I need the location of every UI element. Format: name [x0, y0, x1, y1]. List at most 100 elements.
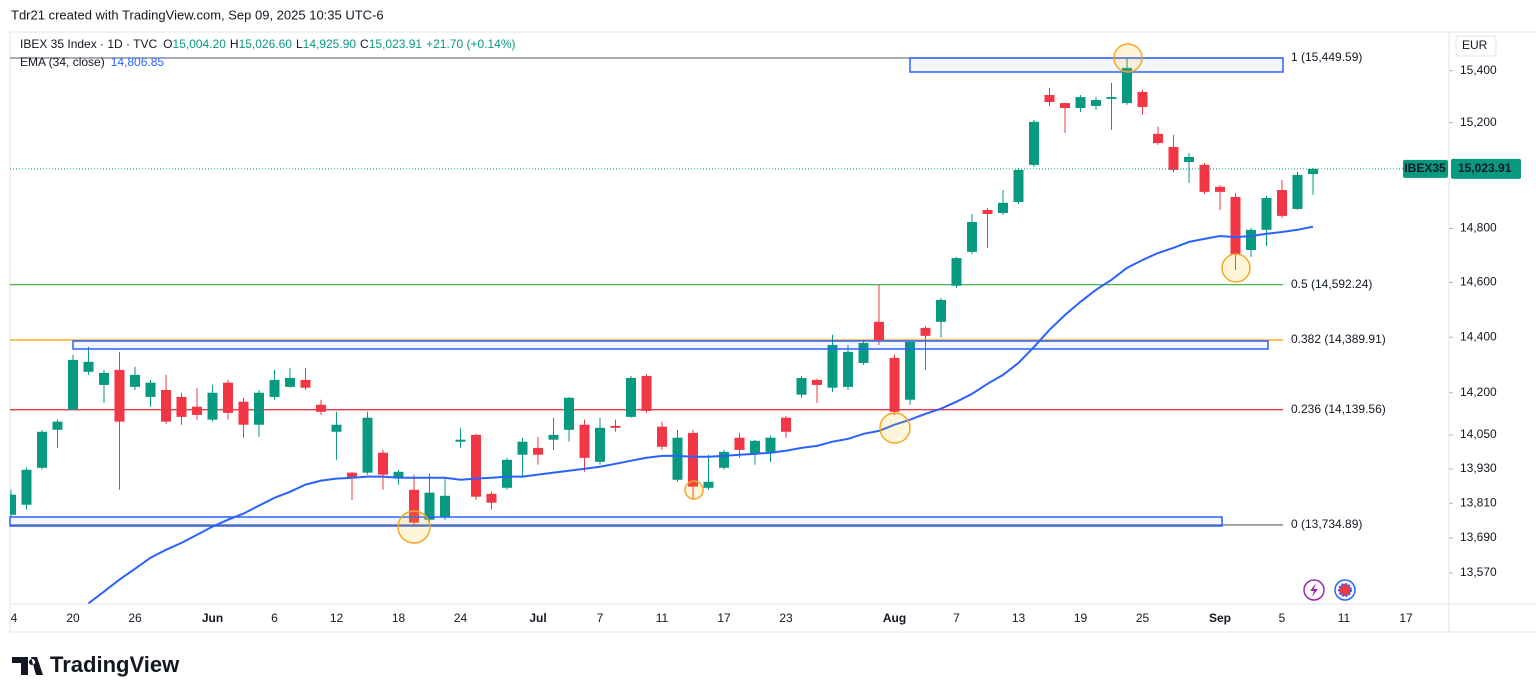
x-tick-label: 18 — [392, 611, 406, 625]
currency: EUR — [1462, 38, 1488, 52]
candle-body — [812, 379, 822, 385]
candle-body — [68, 359, 78, 410]
y-tick-label: 13,810 — [1460, 495, 1497, 509]
candle-body — [626, 377, 636, 417]
legend: IBEX 35 Index · 1D · TVC O15,004.20 H15,02… — [20, 37, 516, 69]
candle-body — [192, 406, 202, 415]
footer-logo: TradingView — [12, 652, 180, 677]
candle-body — [595, 427, 605, 462]
candle-body — [982, 210, 993, 215]
candle-body — [533, 447, 543, 455]
candle-body — [874, 321, 884, 340]
legend-value: 15,023.91 — [369, 37, 423, 51]
candle-body — [858, 343, 869, 363]
candle-body — [83, 361, 94, 372]
candle-body — [316, 404, 326, 412]
candle-body — [393, 471, 404, 478]
event-glyph — [1338, 583, 1352, 597]
x-tick-label: Sep — [1209, 611, 1231, 625]
candle-body — [610, 425, 621, 428]
candle-body — [1013, 169, 1024, 203]
candle-body — [471, 434, 481, 497]
candle-body — [1199, 164, 1210, 192]
candle-body — [1184, 156, 1194, 162]
candle-body — [1261, 198, 1272, 230]
zone-box — [909, 57, 1284, 73]
candle-body — [920, 327, 931, 336]
legend-key: O — [163, 37, 172, 51]
candle-body — [564, 397, 574, 430]
candle-body — [719, 451, 729, 468]
x-tick-label: 20 — [66, 611, 80, 625]
candle-body — [331, 424, 342, 432]
currency-box[interactable] — [1455, 35, 1497, 57]
candle-body — [238, 401, 249, 425]
candle-body — [951, 258, 962, 286]
x-tick-label: Jun — [202, 611, 223, 625]
y-tick-label: 13,690 — [1460, 530, 1497, 544]
legend-line: IBEX 35 Index · 1D · TVC O15,004.20 H15,02… — [20, 37, 516, 51]
y-tick-label: 14,400 — [1460, 329, 1497, 343]
candle-body — [750, 440, 760, 454]
x-tick-label: 5 — [1279, 611, 1286, 625]
candle-body — [300, 379, 311, 388]
candle-body — [347, 472, 357, 478]
x-tick-label: 13 — [1012, 611, 1026, 625]
legend-value: 15,004.20 — [173, 37, 227, 51]
candle-body — [502, 459, 512, 488]
candle-body — [1106, 97, 1117, 99]
x-tick-label: Aug — [883, 611, 906, 625]
candle-body — [765, 437, 776, 452]
fib-label: 0.382 (14,389.91) — [1291, 332, 1386, 346]
candle-body — [657, 426, 667, 447]
candle-body — [734, 437, 745, 450]
x-tick-label: 11 — [1338, 611, 1351, 625]
candle-body — [130, 374, 140, 387]
symbol-tag-text: IBEX35 — [1404, 161, 1446, 175]
legend-key: H — [230, 37, 239, 51]
candle-body — [843, 351, 853, 387]
ema-line — [87, 225, 1314, 604]
candle-body — [703, 481, 714, 488]
price-tag-text: 15,023.91 — [1458, 161, 1512, 175]
candle-body — [176, 396, 187, 417]
ema-legend: EMA (34, close) 14,806.85 — [20, 55, 164, 69]
candle-body — [548, 434, 559, 440]
legend-change: +21.70 (+0.14%) — [426, 37, 515, 51]
ema-name: EMA (34, close) — [20, 55, 105, 69]
candle-body — [688, 432, 698, 487]
candle-body — [1230, 196, 1241, 255]
y-tick-label: 15,200 — [1460, 115, 1497, 129]
credit: Tdr21 created with TradingView.com, Sep … — [11, 7, 384, 22]
legend-key: C — [360, 37, 369, 51]
x-tick-label: 17 — [1399, 611, 1413, 625]
x-tick-label: 12 — [330, 611, 344, 625]
candle-body — [967, 222, 977, 252]
candle-body — [1292, 174, 1303, 209]
candle-body — [21, 469, 32, 505]
legend-value: 15,026.60 — [239, 37, 293, 51]
fib-label: 0.5 (14,592.24) — [1291, 277, 1372, 291]
y-tick-label: 13,570 — [1460, 565, 1497, 579]
logo-mark — [12, 657, 43, 675]
candle-body — [1044, 95, 1055, 103]
candle-body — [1075, 97, 1086, 109]
candle-body — [207, 392, 218, 420]
candle-body — [889, 357, 900, 412]
y-tick-label: 15,400 — [1460, 63, 1497, 77]
candle-body — [378, 452, 388, 475]
candle-body — [827, 344, 838, 388]
candle-body — [223, 382, 233, 413]
x-tick-label: 6 — [271, 611, 278, 625]
highlight-circle — [1221, 253, 1251, 283]
x-tick-label: 26 — [128, 611, 142, 625]
candle-body — [52, 421, 63, 430]
candle-body — [641, 376, 652, 411]
logo-text: TradingView — [50, 652, 180, 677]
x-tick-label: 19 — [1074, 611, 1088, 625]
candle-body — [362, 417, 373, 473]
candle-body — [114, 369, 125, 422]
candle-body — [1168, 146, 1179, 170]
candle-body — [161, 389, 171, 422]
